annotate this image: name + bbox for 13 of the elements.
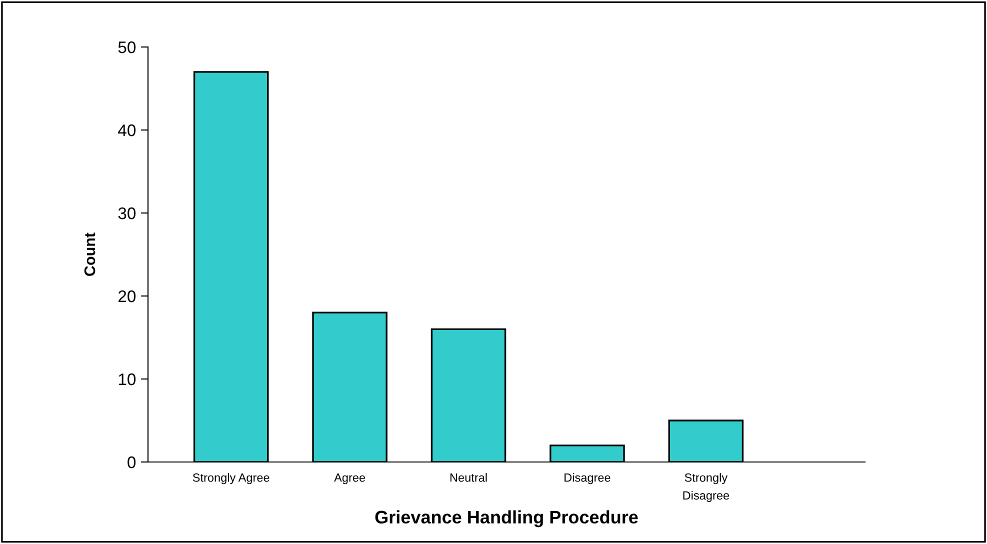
x-tick-label: Neutral: [450, 473, 487, 482]
x-tick-label: Disagree: [564, 473, 610, 484]
x-tick-label: Strongly Agree: [192, 473, 270, 484]
y-tick-label: 20: [118, 290, 136, 302]
y-tick-label: 40: [118, 124, 136, 136]
x-tick-label: Agree: [334, 474, 366, 484]
x-axis-title: Grievance Handling Procedure: [375, 510, 638, 528]
y-axis-title: Count: [84, 232, 96, 276]
y-tick-label: 10: [118, 373, 136, 386]
y-tick-label: 0: [128, 456, 136, 468]
x-tick-label: Strongly Disagree: [683, 473, 730, 502]
y-tick-label: 30: [118, 207, 136, 220]
y-tick-label: 50: [118, 41, 136, 54]
